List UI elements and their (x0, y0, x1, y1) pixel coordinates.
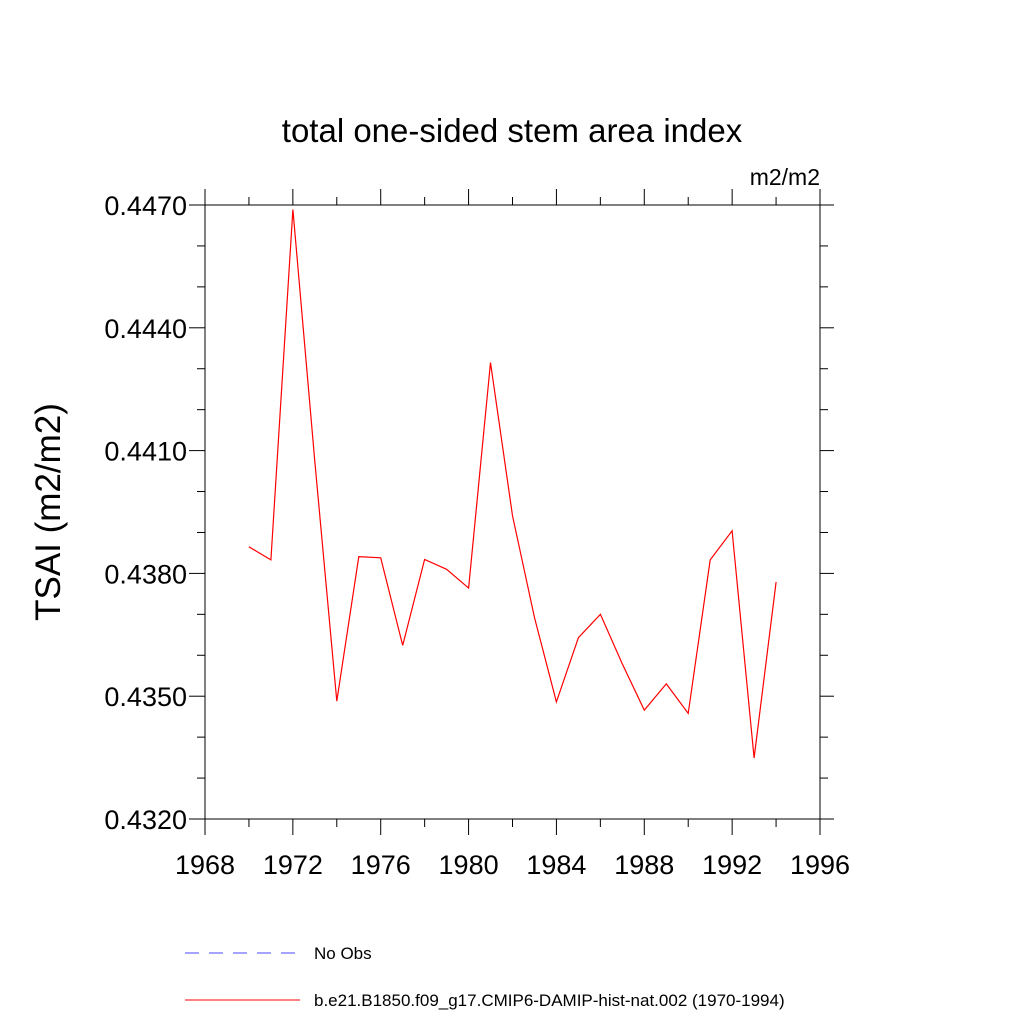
ticks-layer: 1968 1972 1976 1980 1984 1988 1992 1996 0.4320 0.… (104, 189, 850, 880)
x-tick-label: 1984 (526, 850, 586, 880)
x-tick-label: 1968 (175, 850, 235, 880)
plot-frame (204, 204, 821, 820)
y-axis-label: TSAI (m2/m2) (29, 403, 68, 621)
legend-label-model: b.e21.B1850.f09_g17.CMIP6-DAMIP-hist-nat… (314, 991, 785, 1010)
y-tick-label: 0.4470 (104, 191, 187, 221)
legend-label-no-obs: No Obs (314, 944, 372, 963)
units-label: m2/m2 (750, 164, 820, 190)
x-tick-label: 1996 (790, 850, 850, 880)
legend: No Obs b.e21.B1850.f09_g17.CMIP6-DAMIP-h… (185, 944, 785, 1010)
series-line-0 (248, 209, 777, 759)
x-tick-label: 1972 (263, 850, 323, 880)
chart-title: total one-sided stem area index (282, 112, 743, 149)
x-tick-label: 1992 (702, 850, 762, 880)
y-tick-label: 0.4410 (104, 437, 187, 467)
x-tick-label: 1980 (439, 850, 499, 880)
y-tick-label: 0.4350 (104, 682, 187, 712)
x-tick-label: 1988 (614, 850, 674, 880)
y-tick-label: 0.4380 (104, 559, 187, 589)
x-tick-label: 1976 (351, 850, 411, 880)
y-tick-label: 0.4440 (104, 314, 187, 344)
plot-layer (248, 209, 777, 759)
y-tick-label: 0.4320 (104, 805, 187, 835)
